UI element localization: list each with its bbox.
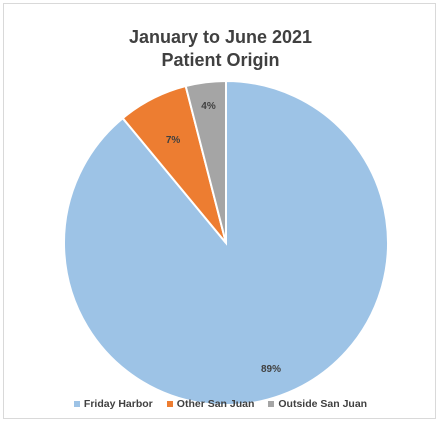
chart-title-line-1: January to June 2021 [128, 27, 313, 47]
legend-swatch-other-san-juan [166, 401, 173, 407]
data-label-friday-harbor: 89% [261, 364, 281, 375]
legend-label-outside-san-juan: Outside San Juan [278, 398, 368, 410]
pie-slice-outside-san-juan [184, 79, 227, 244]
legend-label-other-san-juan: Other San Juan [176, 398, 255, 410]
legend-swatch-outside-san-juan [268, 401, 275, 407]
chart-title-line-2: Patient Origin [161, 50, 280, 70]
legend-item-friday-harbor: Friday Harbor [73, 398, 153, 410]
legend-item-other-san-juan: Other San Juan [166, 398, 255, 410]
legend-label-friday-harbor: Friday Harbor [83, 398, 153, 410]
chart-legend: Friday Harbor Other San Juan Outside San… [0, 398, 441, 410]
legend-item-outside-san-juan: Outside San Juan [268, 398, 367, 410]
legend-swatch-friday-harbor [73, 401, 80, 407]
chart-frame [3, 3, 436, 419]
data-label-outside-san-juan: 4% [201, 101, 216, 112]
data-label-other-san-juan: 7% [166, 135, 181, 146]
